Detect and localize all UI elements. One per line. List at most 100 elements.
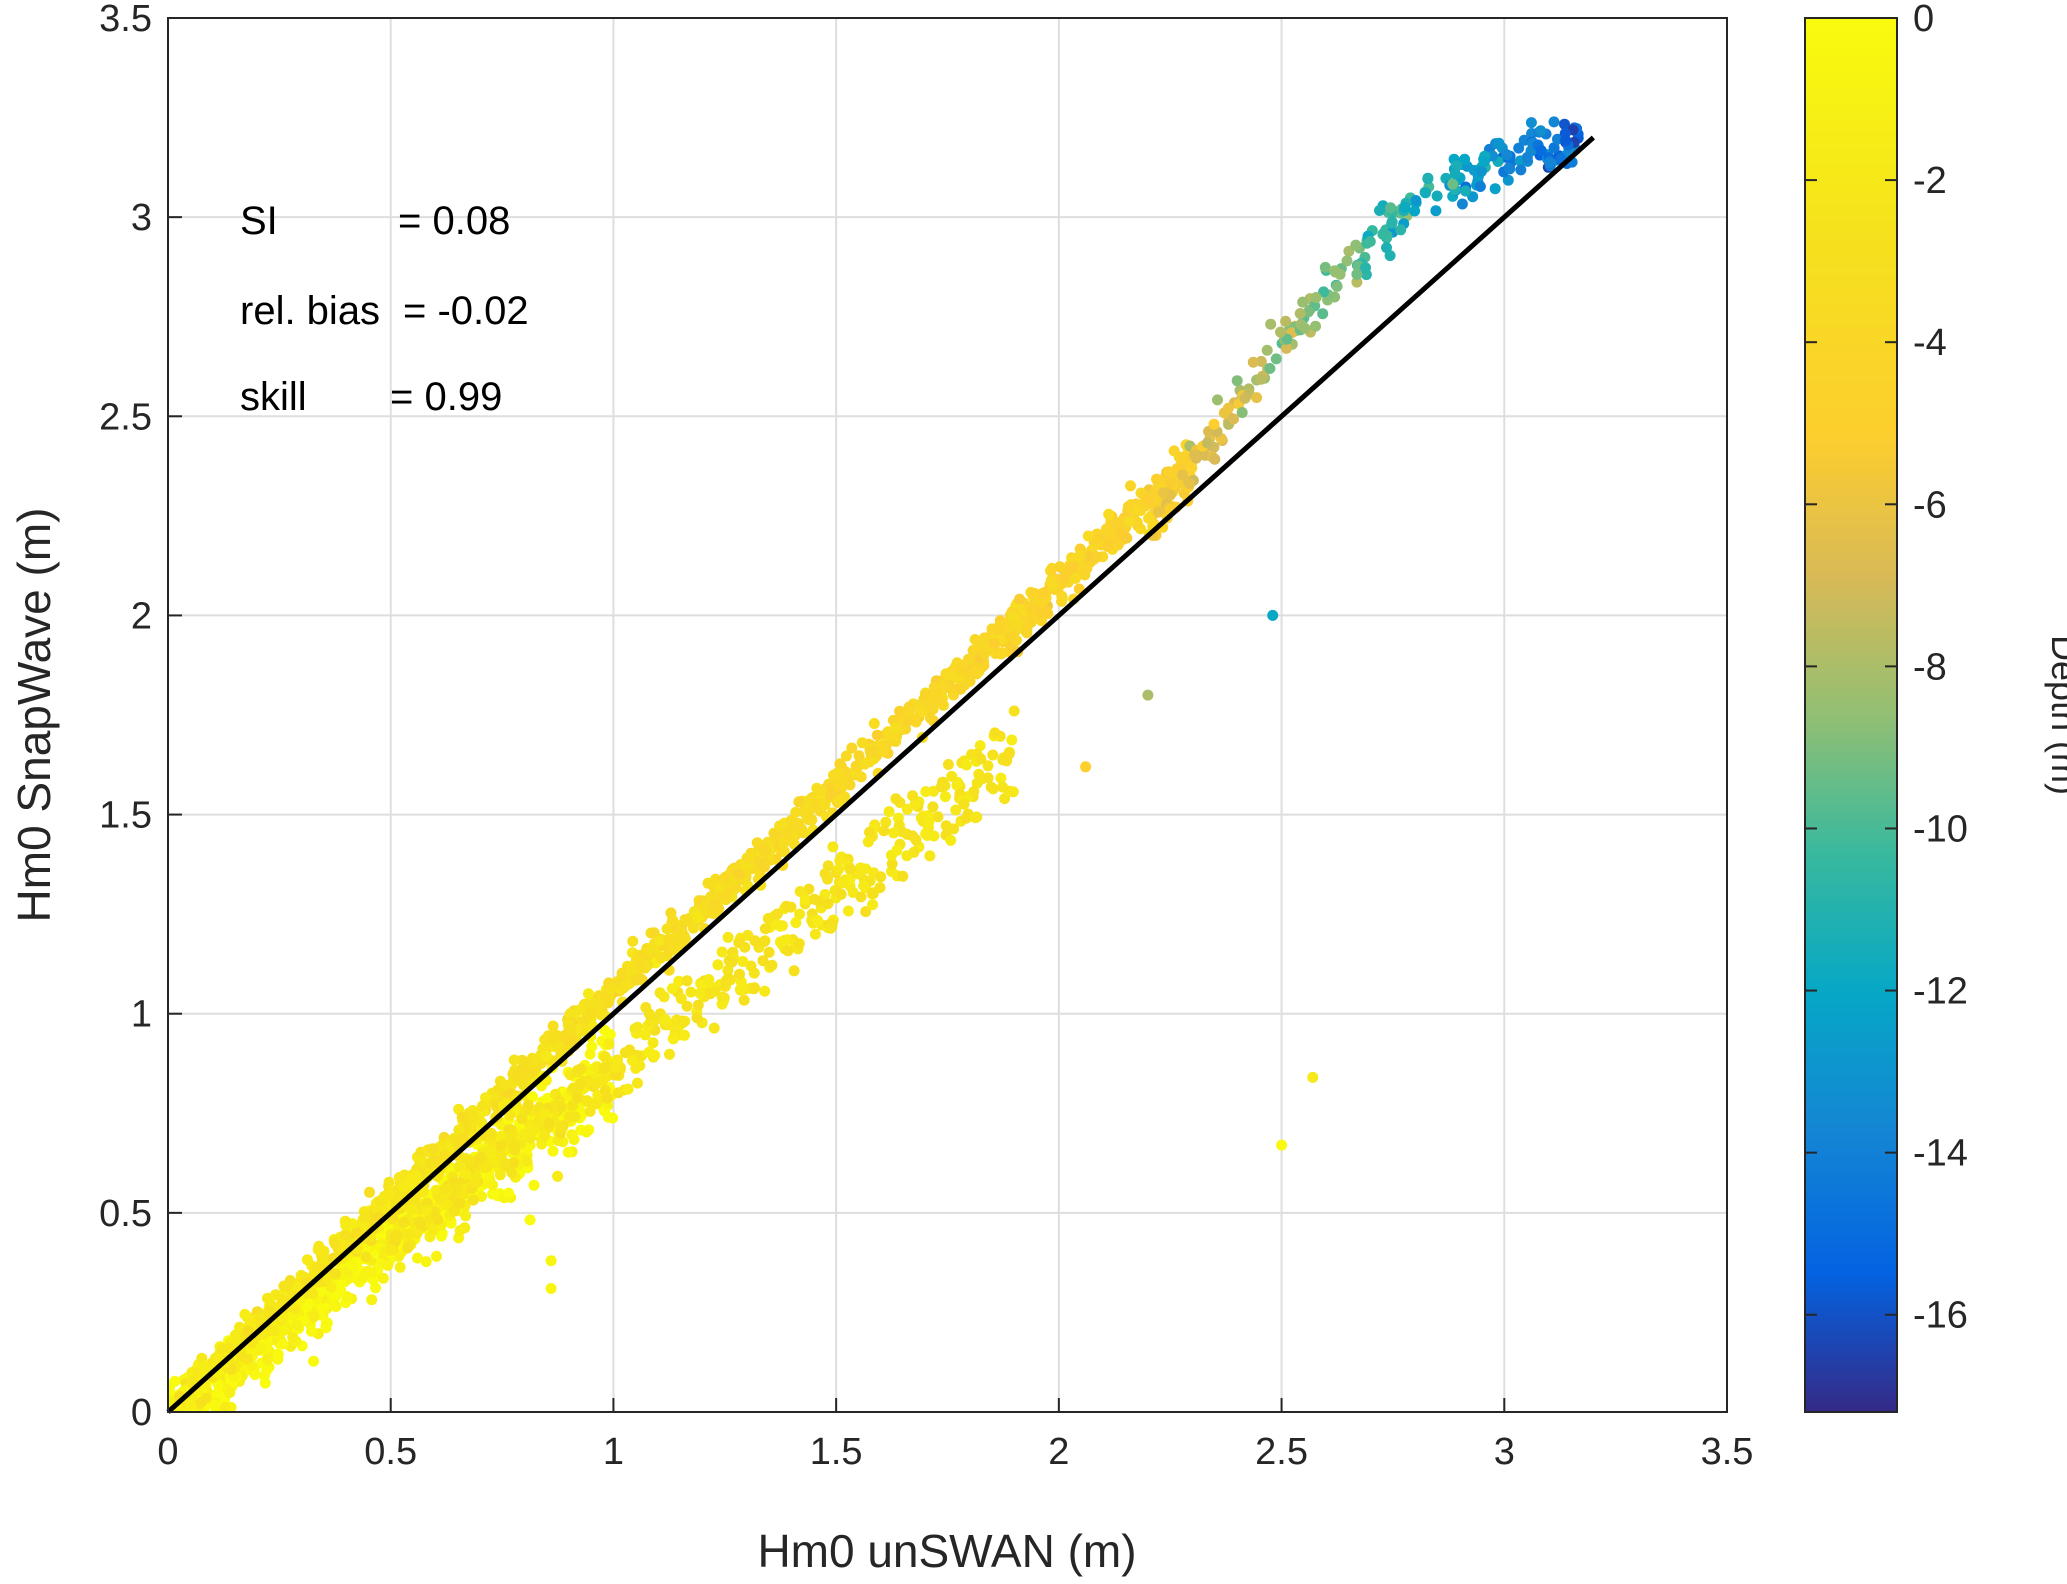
data-point	[262, 1292, 273, 1304]
data-point	[774, 936, 786, 948]
data-point	[1186, 462, 1198, 474]
data-point	[358, 1272, 369, 1284]
data-point	[988, 638, 1000, 649]
data-point	[1021, 623, 1033, 634]
data-point	[1115, 527, 1127, 539]
data-point	[793, 938, 805, 950]
data-point	[822, 898, 834, 910]
data-point	[1521, 151, 1533, 163]
data-point	[785, 901, 797, 913]
data-point	[1123, 515, 1135, 527]
data-point	[522, 1099, 534, 1111]
data-point	[539, 1034, 551, 1046]
data-point	[891, 844, 903, 856]
data-point	[1239, 392, 1251, 404]
data-point	[907, 790, 919, 802]
data-point	[436, 1230, 447, 1242]
data-point	[487, 1179, 499, 1191]
data-point	[667, 1033, 679, 1045]
data-point	[164, 1414, 175, 1425]
data-point	[1476, 165, 1487, 177]
data-point	[382, 1259, 394, 1271]
data-point	[341, 1291, 353, 1303]
colorbar-tick-label: -2	[1913, 160, 1947, 202]
data-point	[1153, 506, 1164, 518]
y-tick-label: 2	[131, 595, 152, 637]
data-point	[748, 967, 760, 979]
data-point	[1487, 150, 1499, 162]
data-point	[875, 745, 887, 757]
data-point	[1297, 296, 1309, 308]
data-point	[562, 1146, 574, 1158]
colorbar-ticks: 0 -2 -4 -6 -8 -10 -12 -14 -16	[1805, 0, 1968, 1337]
data-point	[759, 923, 771, 935]
data-point	[330, 1301, 342, 1312]
data-point	[800, 802, 812, 814]
data-point	[719, 871, 731, 883]
data-point	[564, 1008, 576, 1020]
data-point	[1247, 356, 1259, 368]
colorbar-tick-label: -16	[1913, 1295, 1968, 1337]
data-point	[694, 988, 706, 999]
data-point	[1548, 142, 1560, 154]
data-point	[846, 742, 858, 754]
y-axis-label: Hm0 SnapWave (m)	[8, 508, 60, 923]
data-point	[757, 955, 769, 967]
data-point	[599, 1051, 611, 1063]
data-point	[794, 908, 806, 920]
data-point	[1513, 142, 1525, 154]
data-point	[935, 695, 947, 706]
data-point	[890, 793, 902, 805]
data-point	[883, 806, 895, 818]
data-point	[664, 1048, 675, 1060]
data-point	[631, 1021, 643, 1033]
data-point	[1350, 239, 1362, 251]
data-point	[1231, 375, 1243, 387]
data-point	[927, 801, 939, 813]
data-point	[1143, 512, 1155, 524]
data-point	[758, 936, 770, 947]
data-point	[904, 704, 916, 716]
data-point	[1341, 255, 1353, 267]
data-point	[312, 1262, 324, 1274]
data-point	[975, 753, 987, 765]
data-point	[1374, 205, 1385, 216]
data-point	[476, 1100, 488, 1112]
data-point	[412, 1252, 423, 1264]
data-point	[681, 1000, 693, 1012]
data-point	[643, 1008, 655, 1020]
data-point	[880, 816, 892, 828]
data-point	[460, 1210, 472, 1222]
data-point	[1552, 133, 1563, 145]
data-point	[862, 836, 874, 848]
data-point	[469, 1176, 481, 1188]
data-point	[673, 975, 685, 987]
data-point	[1228, 413, 1239, 425]
data-point	[1559, 118, 1570, 130]
data-point	[867, 899, 879, 911]
data-point	[424, 1158, 436, 1170]
data-point	[702, 877, 714, 889]
data-point	[1449, 168, 1461, 180]
data-point	[1014, 593, 1025, 605]
data-point	[691, 1012, 703, 1024]
data-point	[730, 882, 742, 894]
data-point	[721, 889, 733, 900]
data-point	[901, 803, 913, 815]
data-point	[1280, 315, 1292, 327]
data-point	[239, 1308, 251, 1320]
data-point	[1399, 201, 1411, 213]
data-point	[722, 931, 734, 943]
data-point	[329, 1238, 341, 1250]
data-point	[1056, 593, 1068, 604]
y-tick-label: 2.5	[99, 396, 152, 438]
data-point	[524, 1214, 536, 1226]
colorbar-tick-label: -10	[1913, 808, 1968, 850]
one-to-one-line	[166, 135, 1596, 1414]
data-point	[712, 959, 724, 971]
data-point	[463, 1155, 475, 1167]
data-point	[394, 1261, 406, 1273]
data-point	[1173, 451, 1185, 463]
data-point	[1265, 318, 1277, 330]
data-point	[853, 750, 865, 762]
